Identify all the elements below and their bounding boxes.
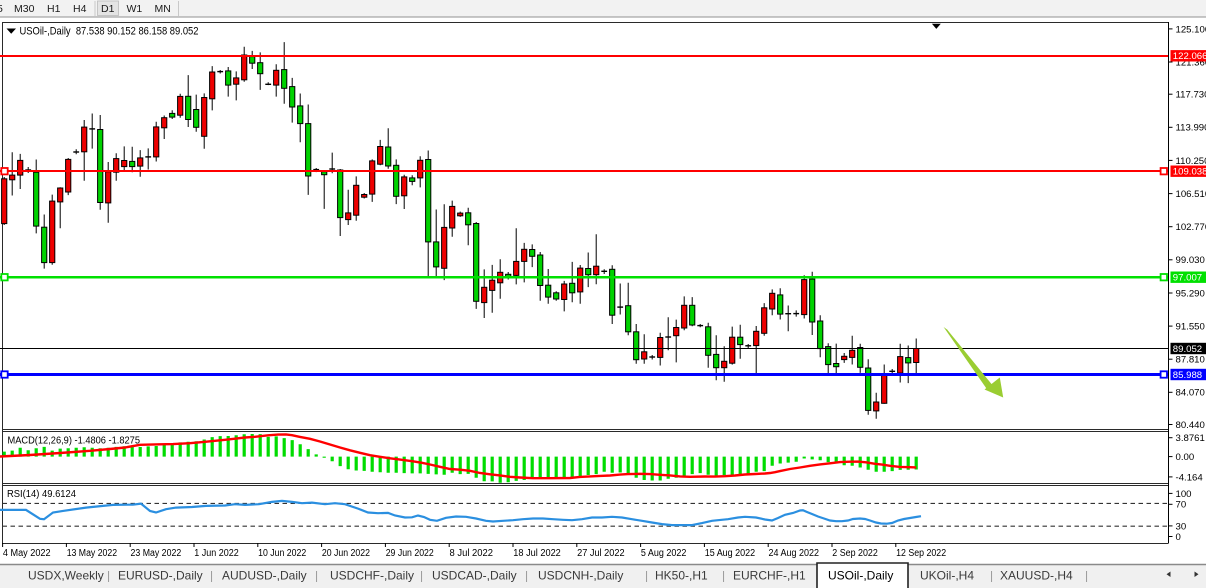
svg-text:|: | xyxy=(315,569,318,583)
svg-text:99.030: 99.030 xyxy=(1176,255,1205,266)
svg-text:18 Jul 2022: 18 Jul 2022 xyxy=(513,548,561,559)
svg-text:0.00: 0.00 xyxy=(1176,452,1195,463)
svg-text:-4.164: -4.164 xyxy=(1176,472,1204,483)
svg-text:USDCHF-,Daily: USDCHF-,Daily xyxy=(330,569,414,583)
svg-text:8 Jul 2022: 8 Jul 2022 xyxy=(450,548,494,559)
svg-text:0: 0 xyxy=(1176,532,1181,543)
svg-text:95.290: 95.290 xyxy=(1176,288,1205,299)
svg-text:EURUSD-,Daily: EURUSD-,Daily xyxy=(118,569,203,583)
svg-text:UKOil-,H4: UKOil-,H4 xyxy=(920,569,974,583)
svg-text:MACD(12,26,9) -1.4806 -1.8275: MACD(12,26,9) -1.4806 -1.8275 xyxy=(8,435,141,447)
svg-text:89.052: 89.052 xyxy=(1173,344,1202,355)
svg-text:1 Jun 2022: 1 Jun 2022 xyxy=(194,548,239,559)
svg-text:106.510: 106.510 xyxy=(1176,189,1206,200)
svg-text:85.988: 85.988 xyxy=(1173,370,1202,381)
svg-text:121.360: 121.360 xyxy=(1176,57,1206,68)
svg-text:102.770: 102.770 xyxy=(1176,222,1206,233)
svg-text:RSI(14) 49.6124: RSI(14) 49.6124 xyxy=(7,488,76,500)
svg-text:|: | xyxy=(525,569,528,583)
svg-text:EURCHF-,H1: EURCHF-,H1 xyxy=(733,569,806,583)
svg-text:84.070: 84.070 xyxy=(1176,388,1205,399)
svg-text:3.8761: 3.8761 xyxy=(1176,433,1205,444)
svg-text:15 Aug 2022: 15 Aug 2022 xyxy=(705,548,756,559)
svg-text:97.007: 97.007 xyxy=(1173,273,1202,284)
svg-text:|: | xyxy=(210,569,213,583)
svg-text:23 May 2022: 23 May 2022 xyxy=(131,548,182,559)
svg-text:20 Jun 2022: 20 Jun 2022 xyxy=(322,548,370,559)
svg-text:AUDUSD-,Daily: AUDUSD-,Daily xyxy=(222,569,307,583)
svg-text:110.250: 110.250 xyxy=(1176,156,1206,167)
svg-text:12 Sep 2022: 12 Sep 2022 xyxy=(896,548,946,559)
svg-text:5: 5 xyxy=(0,3,3,15)
svg-text:10 Jun 2022: 10 Jun 2022 xyxy=(258,548,306,559)
svg-text:70: 70 xyxy=(1176,500,1187,511)
svg-text:XAUUSD-,H4: XAUUSD-,H4 xyxy=(1000,569,1073,583)
svg-text:H4: H4 xyxy=(73,3,87,15)
svg-text:91.550: 91.550 xyxy=(1176,322,1205,333)
svg-text:117.730: 117.730 xyxy=(1176,90,1206,101)
svg-text:13 May 2022: 13 May 2022 xyxy=(67,548,118,559)
svg-text:|: | xyxy=(420,569,423,583)
svg-text:|: | xyxy=(722,569,725,583)
svg-text:HK50-,H1: HK50-,H1 xyxy=(655,569,708,583)
svg-text:122.066: 122.066 xyxy=(1173,51,1206,62)
svg-text:H1: H1 xyxy=(47,3,61,15)
svg-text:80.440: 80.440 xyxy=(1176,420,1205,431)
svg-text:27 Jul 2022: 27 Jul 2022 xyxy=(577,548,625,559)
svg-text:USDCNH-,Daily: USDCNH-,Daily xyxy=(538,569,623,583)
svg-text:4 May 2022: 4 May 2022 xyxy=(3,548,51,559)
svg-text:2 Sep 2022: 2 Sep 2022 xyxy=(832,548,878,559)
svg-text:USDCAD-,Daily: USDCAD-,Daily xyxy=(432,569,517,583)
svg-text:30: 30 xyxy=(1176,521,1187,532)
svg-text:109.038: 109.038 xyxy=(1173,167,1206,178)
svg-text:100: 100 xyxy=(1176,489,1192,500)
svg-text:W1: W1 xyxy=(127,3,143,15)
svg-text:D1: D1 xyxy=(101,3,115,15)
svg-text:M30: M30 xyxy=(14,3,35,15)
svg-text:USOil-,Daily: USOil-,Daily xyxy=(828,569,893,583)
svg-text:USOil-,Daily 87.538 90.152 86: USOil-,Daily 87.538 90.152 86.158 89.052 xyxy=(20,26,199,38)
svg-text:|: | xyxy=(1085,569,1088,583)
svg-text:|: | xyxy=(990,569,993,583)
svg-text:|: | xyxy=(645,569,648,583)
svg-text:USDX,Weekly: USDX,Weekly xyxy=(28,569,104,583)
svg-text:87.810: 87.810 xyxy=(1176,355,1205,366)
svg-text:MN: MN xyxy=(155,3,171,15)
svg-text:125.100: 125.100 xyxy=(1176,24,1206,35)
svg-text:29 Jun 2022: 29 Jun 2022 xyxy=(386,548,434,559)
svg-text:5 Aug 2022: 5 Aug 2022 xyxy=(641,548,687,559)
svg-text:24 Aug 2022: 24 Aug 2022 xyxy=(769,548,820,559)
svg-text:113.990: 113.990 xyxy=(1176,123,1206,134)
svg-text:|: | xyxy=(107,569,110,583)
